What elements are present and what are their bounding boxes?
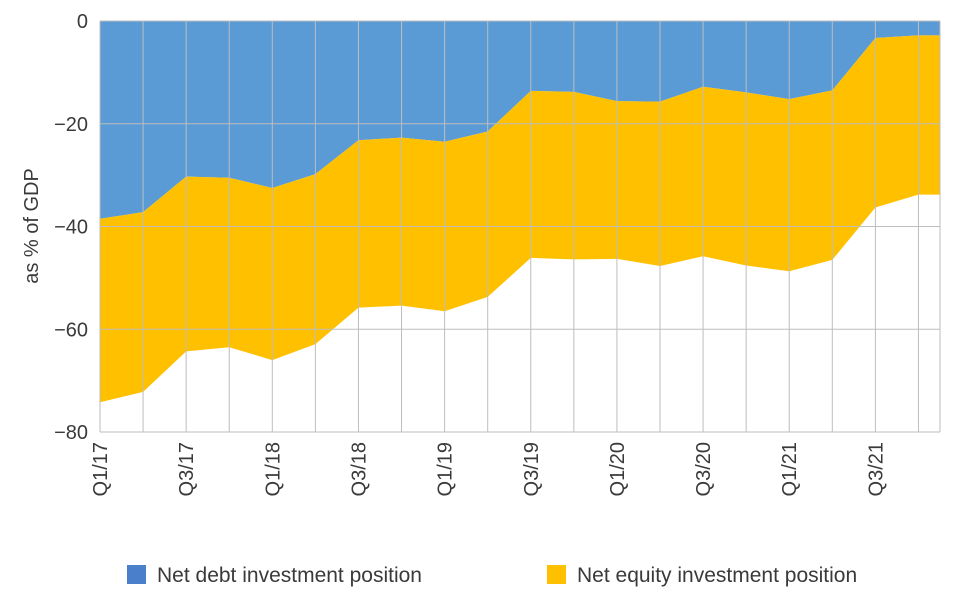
x-tick-label: Q3/21 [865,442,887,496]
x-tick-label: Q3/19 [521,442,543,496]
y-tick-label: 0 [77,11,88,33]
chart-areas [100,21,940,403]
legend-label-debt: Net debt investment position [157,564,422,587]
x-axis-ticks: Q1/17 Q3/17 Q1/18 Q3/18 Q1/19 Q3/19 Q1/20 Q3/20… [90,442,887,496]
y-tick-label: −40 [54,217,88,239]
legend-swatch-debt [127,565,146,584]
legend-label-equity: Net equity investment position [577,564,857,587]
y-tick-label: −60 [54,319,88,341]
area-series-2 [100,35,940,403]
y-tick-label: −20 [54,114,88,136]
x-tick-label: Q1/19 [435,442,457,496]
y-tick-label: −80 [54,422,88,444]
x-tick-label: Q1/21 [779,442,801,496]
chart-grid [99,20,941,433]
area-series-1 [100,21,940,219]
x-tick-label: Q1/17 [90,442,112,496]
x-tick-label: Q3/18 [348,442,370,496]
x-tick-label: Q3/17 [176,442,198,496]
legend-swatch-equity [547,565,566,584]
x-tick-label: Q1/20 [607,442,629,496]
x-tick-label: Q3/20 [693,442,715,496]
y-axis-label: as % of GDP [21,168,43,284]
legend: Net debt investment position Net equity … [127,564,857,587]
x-tick-label: Q1/18 [262,442,284,496]
y-axis-ticks: 0 −20 −40 −60 −80 [54,11,88,444]
